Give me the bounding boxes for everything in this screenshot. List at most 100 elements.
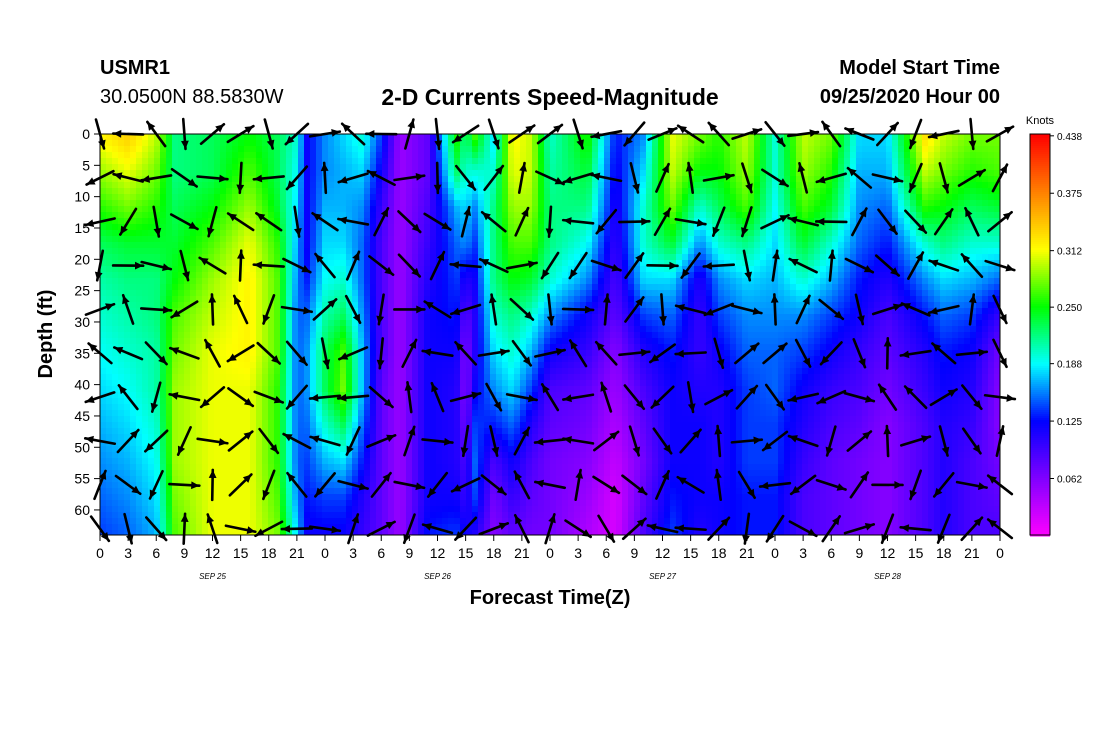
heatmap-cell [292,236,299,243]
heatmap-cell [358,512,365,519]
heatmap-cell [412,134,419,141]
heatmap-cell [316,134,323,141]
heatmap-cell [112,188,119,195]
heatmap-cell [106,398,113,405]
heatmap-cell [112,140,119,147]
heatmap-cell [430,482,437,489]
heatmap-cell [280,308,287,315]
heatmap-cell [250,482,257,489]
heatmap-cell [106,422,113,429]
heatmap-cell [220,368,227,375]
heatmap-cell [340,206,347,213]
heatmap-cell [130,404,137,411]
heatmap-cell [436,476,443,483]
heatmap-cell [274,494,281,501]
heatmap-cell [106,404,113,411]
heatmap-cell [244,458,251,465]
heatmap-cell [478,254,485,261]
heatmap-cell [232,476,239,483]
heatmap-cell [226,404,233,411]
heatmap-cell [160,134,167,141]
heatmap-cell [190,254,197,261]
heatmap-cell [472,140,479,147]
heatmap-cell [304,182,311,189]
heatmap-cell [232,326,239,333]
heatmap-cell [490,518,497,525]
heatmap-cell [214,158,221,165]
heatmap-cell [472,158,479,165]
heatmap-cell [466,272,473,279]
heatmap-cell [526,188,533,195]
heatmap-cell [502,500,509,507]
heatmap-cell [418,512,425,519]
heatmap-cell [316,350,323,357]
heatmap-cell [214,464,221,471]
heatmap-cell [310,512,317,519]
heatmap-cell [502,446,509,453]
heatmap-cell [418,530,425,536]
heatmap-cell [268,518,275,525]
heatmap-cell [118,356,125,363]
heatmap-cell [352,344,359,351]
heatmap-cell [172,356,179,363]
heatmap-cell [184,200,191,207]
heatmap-cell [298,482,305,489]
heatmap-cell [172,146,179,153]
heatmap-cell [538,284,545,291]
heatmap-cell [412,518,419,525]
heatmap-cell [136,284,143,291]
heatmap-cell [526,236,533,243]
heatmap-cell [466,398,473,405]
heatmap-cell [112,230,119,237]
heatmap-cell [184,386,191,393]
heatmap-cell [292,422,299,429]
heatmap-cell [352,530,359,536]
heatmap-cell [400,242,407,249]
heatmap-cell [430,434,437,441]
heatmap-cell [514,362,521,369]
heatmap-cell [196,182,203,189]
heatmap-cell [430,236,437,243]
heatmap-cell [538,350,545,357]
heatmap-cell [244,482,251,489]
heatmap-cell [454,332,461,339]
heatmap-cell [232,350,239,357]
heatmap-cell [244,266,251,273]
heatmap-cell [418,452,425,459]
heatmap-cell [406,212,413,219]
heatmap-cell [484,224,491,231]
heatmap-cell [454,254,461,261]
heatmap-cell [118,320,125,327]
heatmap-cell [466,278,473,285]
heatmap-cell [166,206,173,213]
heatmap-cell [502,254,509,261]
heatmap-cell [214,488,221,495]
heatmap-cell [454,170,461,177]
heatmap-cell [244,170,251,177]
heatmap-cell [262,164,269,171]
heatmap-cell [364,158,371,165]
heatmap-cell [310,242,317,249]
heatmap-cell [310,218,317,225]
heatmap-cell [298,362,305,369]
heatmap-cell [214,200,221,207]
heatmap-cell [172,260,179,267]
heatmap-cell [460,434,467,441]
heatmap-cell [196,488,203,495]
heatmap-cell [142,356,149,363]
heatmap-cell [214,182,221,189]
heatmap-cell [250,518,257,525]
heatmap-cell [106,314,113,321]
heatmap-cell [328,332,335,339]
heatmap-cell [112,266,119,273]
heatmap-cell [364,206,371,213]
heatmap-cell [352,356,359,363]
heatmap-cell [316,368,323,375]
heatmap-cell [118,314,125,321]
heatmap-cell [346,434,353,441]
heatmap-cell [430,518,437,525]
heatmap-cell [136,452,143,459]
heatmap-cell [400,296,407,303]
heatmap-cell [172,452,179,459]
heatmap-cell [334,362,341,369]
